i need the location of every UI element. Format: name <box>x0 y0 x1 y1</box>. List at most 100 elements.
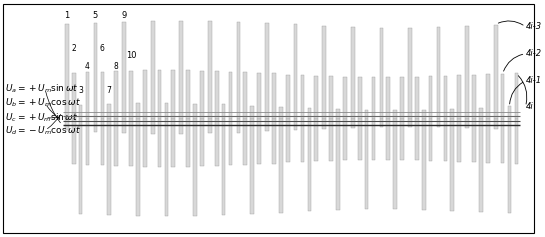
Bar <box>322 26 326 118</box>
Bar <box>494 25 498 118</box>
Bar <box>222 118 226 215</box>
Bar <box>94 118 98 132</box>
Bar <box>429 118 433 160</box>
Bar <box>408 118 412 127</box>
Bar <box>279 107 283 118</box>
Bar <box>444 118 447 160</box>
Bar <box>472 118 476 162</box>
Bar <box>237 118 240 133</box>
Bar <box>415 118 419 160</box>
Bar <box>501 74 505 118</box>
Bar <box>172 118 175 167</box>
Bar <box>79 105 82 118</box>
Text: 3: 3 <box>78 86 83 95</box>
Bar <box>372 118 376 160</box>
Bar <box>86 72 89 118</box>
Bar <box>136 118 140 216</box>
Bar <box>465 118 469 128</box>
Bar <box>143 118 147 167</box>
Text: 9: 9 <box>122 10 126 19</box>
Bar <box>107 118 111 215</box>
Bar <box>229 118 232 165</box>
Bar <box>200 118 204 166</box>
Bar <box>437 27 440 118</box>
Bar <box>129 118 133 166</box>
Bar <box>222 104 226 118</box>
Text: 10: 10 <box>126 50 136 59</box>
Bar <box>365 110 368 118</box>
Bar <box>129 71 133 118</box>
Bar <box>314 118 318 161</box>
Bar <box>272 73 276 118</box>
Bar <box>186 118 190 167</box>
Bar <box>215 71 219 118</box>
Bar <box>208 118 211 133</box>
Bar <box>408 28 412 118</box>
Bar <box>208 21 211 119</box>
Bar <box>386 118 390 160</box>
Bar <box>114 71 118 118</box>
Text: $U_b = +U_m \cos \omega t$: $U_b = +U_m \cos \omega t$ <box>5 97 81 109</box>
Bar <box>514 73 518 118</box>
Bar <box>486 118 489 163</box>
Bar <box>179 118 183 134</box>
Bar <box>400 77 404 118</box>
Bar <box>193 104 197 118</box>
Bar <box>65 118 69 130</box>
Bar <box>114 118 118 166</box>
Bar <box>415 77 419 118</box>
Bar <box>158 70 161 118</box>
Text: 4i-1: 4i-1 <box>526 76 542 85</box>
Text: 8: 8 <box>114 62 118 71</box>
Bar <box>301 75 304 118</box>
Bar <box>479 108 483 118</box>
Bar <box>451 109 454 118</box>
Bar <box>172 70 175 118</box>
Bar <box>215 118 219 166</box>
Bar <box>486 74 489 118</box>
Bar <box>100 118 104 165</box>
Bar <box>343 77 347 118</box>
Bar <box>179 21 183 119</box>
Bar <box>472 75 476 118</box>
Bar <box>265 23 269 119</box>
Bar <box>514 118 518 164</box>
Bar <box>422 118 426 210</box>
Bar <box>508 106 511 118</box>
Bar <box>336 109 340 118</box>
Text: 7: 7 <box>107 86 112 95</box>
Bar <box>200 71 204 118</box>
Bar <box>86 118 89 165</box>
Bar <box>501 118 505 163</box>
Bar <box>336 118 340 210</box>
Bar <box>286 75 289 118</box>
Bar <box>393 110 397 118</box>
Bar <box>250 118 254 214</box>
Bar <box>229 72 232 118</box>
Bar <box>379 28 383 118</box>
Bar <box>351 27 355 118</box>
Bar <box>257 73 261 118</box>
Bar <box>294 118 298 130</box>
Bar <box>100 72 104 118</box>
Bar <box>351 118 355 128</box>
Bar <box>265 118 269 132</box>
Bar <box>301 118 304 162</box>
Bar <box>400 118 404 160</box>
Text: 4i-3: 4i-3 <box>526 22 542 31</box>
Bar <box>237 22 240 119</box>
Bar <box>72 73 76 118</box>
Bar <box>279 118 283 213</box>
Text: 4i-2: 4i-2 <box>526 49 542 58</box>
Text: 4: 4 <box>85 62 90 71</box>
Bar <box>322 118 326 129</box>
Bar <box>444 77 447 118</box>
Bar <box>151 21 155 118</box>
Bar <box>250 105 254 118</box>
Bar <box>343 118 347 160</box>
Bar <box>158 118 161 167</box>
Text: $U_a = +U_m \sin \omega t$: $U_a = +U_m \sin \omega t$ <box>5 83 78 95</box>
Text: 2: 2 <box>71 44 76 53</box>
Text: 1: 1 <box>64 10 70 19</box>
Bar <box>122 22 126 119</box>
